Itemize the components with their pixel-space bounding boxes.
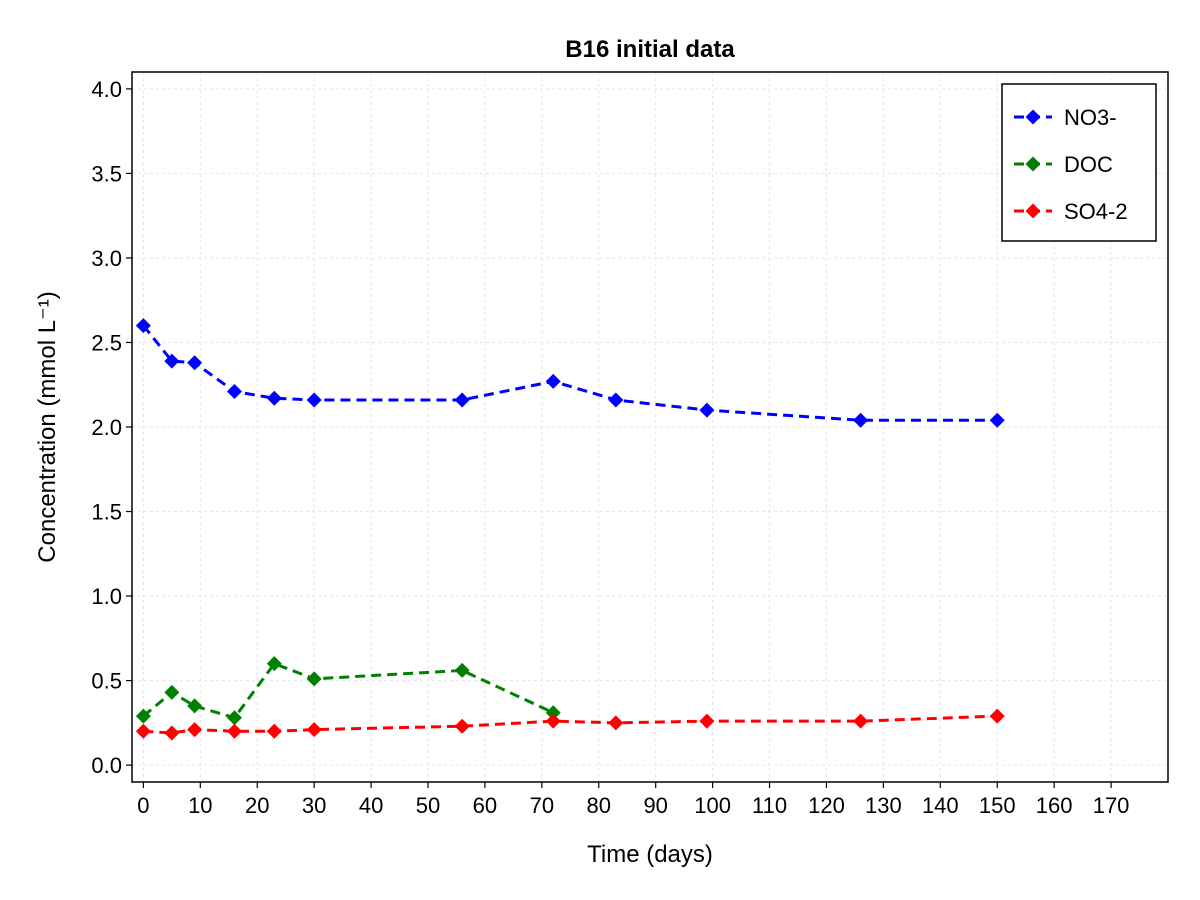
x-tick-label: 40 (359, 793, 383, 818)
data-point (266, 390, 282, 406)
y-tick-label: 4.0 (91, 77, 122, 102)
data-point (699, 713, 715, 729)
series-line (142, 661, 554, 720)
y-tick-label: 3.0 (91, 246, 122, 271)
legend-entry: NO3- (1014, 105, 1117, 130)
x-tick-label: 60 (473, 793, 497, 818)
x-tick-label: 0 (137, 793, 149, 818)
y-tick-label: 2.0 (91, 415, 122, 440)
data-point (164, 684, 180, 700)
legend-label: SO4-2 (1064, 199, 1128, 224)
data-point (164, 725, 180, 741)
series-line (142, 324, 998, 422)
x-tick-label: 170 (1093, 793, 1130, 818)
data-point (266, 656, 282, 672)
x-tick-label: 90 (643, 793, 667, 818)
x-tick-label: 70 (530, 793, 554, 818)
series-layer (135, 318, 1005, 741)
y-tick-label: 1.5 (91, 500, 122, 525)
x-tick-label: 20 (245, 793, 269, 818)
data-point (306, 722, 322, 738)
x-tick-label: 110 (752, 793, 787, 818)
x-tick-label: 50 (416, 793, 440, 818)
data-point (226, 384, 242, 399)
legend-entry: DOC (1014, 152, 1113, 177)
y-axis-label: Concentration (mmol L⁻¹) (34, 291, 61, 562)
data-point (699, 402, 715, 418)
data-point (989, 412, 1005, 428)
legend-marker (1025, 203, 1041, 219)
data-point (853, 412, 869, 428)
y-tick-label: 0.0 (91, 753, 122, 778)
x-tick-label: 30 (302, 793, 326, 818)
x-axis-label: Time (days) (587, 841, 713, 868)
data-point (266, 723, 282, 739)
legend-marker (1025, 156, 1041, 172)
y-tick-label: 0.5 (91, 669, 122, 694)
data-point (226, 723, 242, 739)
x-tick-label: 100 (694, 793, 731, 818)
data-point (306, 671, 322, 687)
data-point (853, 713, 869, 729)
series-so4-2 (135, 708, 1005, 741)
series-line (143, 714, 998, 735)
data-point (226, 710, 242, 726)
data-point (545, 705, 561, 721)
x-tick-label: 160 (1036, 793, 1073, 818)
legend-marker (1025, 109, 1041, 125)
x-tick-label: 130 (865, 793, 902, 818)
x-tick-label: 80 (587, 793, 611, 818)
y-tick-label: 2.5 (91, 330, 122, 355)
data-point (454, 718, 470, 734)
data-point (454, 392, 470, 408)
data-point (306, 392, 322, 408)
x-tick-label: 140 (922, 793, 959, 818)
data-point (608, 715, 624, 731)
data-point (454, 662, 470, 678)
data-point (545, 713, 561, 729)
x-tick-label: 10 (188, 793, 212, 818)
legend-label: DOC (1064, 152, 1113, 177)
chart-title: B16 initial data (565, 36, 735, 63)
legend-entry: SO4-2 (1014, 199, 1128, 224)
x-tick-label: 150 (979, 793, 1016, 818)
data-point (187, 698, 203, 714)
data-point (135, 318, 151, 334)
data-point (187, 722, 203, 738)
legend-label: NO3- (1064, 105, 1117, 130)
data-point (608, 392, 624, 408)
series-no3- (135, 318, 1005, 428)
x-tick-label: 120 (808, 793, 845, 818)
y-tick-label: 1.0 (91, 584, 122, 609)
data-point (135, 723, 151, 739)
axis-ticks: 0 10 20 30 40 50 60 70 80 90 100 110 120 130 140 150 160… (91, 77, 1129, 818)
data-point (989, 708, 1005, 724)
data-point (545, 373, 561, 389)
legend: NO3- DOC SO4-2 (1001, 83, 1157, 242)
y-tick-label: 3.5 (91, 161, 122, 186)
data-point (187, 355, 203, 371)
data-point (135, 708, 151, 724)
data-point (164, 353, 180, 369)
series-doc (135, 656, 561, 726)
